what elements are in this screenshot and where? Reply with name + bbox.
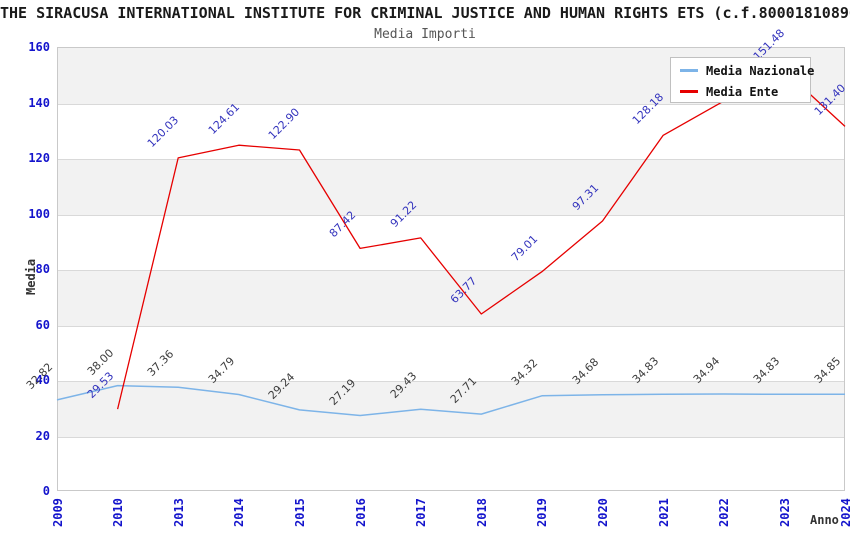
legend: Media Nazionale Media Ente — [670, 57, 814, 103]
legend-label: Media Ente — [706, 84, 779, 99]
x-axis-tick-label: 2019 — [535, 498, 550, 527]
x-axis-tick-label: 2024 — [838, 498, 850, 527]
gridline — [58, 270, 844, 271]
plot-band — [58, 159, 844, 215]
y-axis-tick-label: 160 — [28, 40, 50, 54]
x-axis-tick-label: 2014 — [232, 498, 247, 527]
x-axis-tick-label: 2017 — [414, 498, 429, 527]
x-axis-tick-label: 2022 — [717, 498, 732, 527]
chart-subtitle: Media Importi — [374, 27, 476, 42]
plot-area — [57, 47, 845, 491]
y-axis-tick-label: 140 — [28, 95, 50, 110]
y-axis-tick-label: 0 — [42, 484, 50, 498]
x-axis-tick-label: 2018 — [474, 498, 489, 527]
x-axis-tick-label: 2015 — [292, 498, 307, 527]
plot-band — [58, 270, 844, 326]
gridline — [58, 103, 844, 105]
data-point-label: 32.82 — [23, 360, 56, 392]
x-axis-tick-label: 2009 — [50, 498, 65, 527]
x-axis-title: Anno — [810, 513, 839, 527]
page-title: THE SIRACUSA INTERNATIONAL INSTITUTE FOR… — [0, 4, 850, 22]
y-axis-tick-label: 40 — [35, 373, 50, 387]
gridline — [58, 325, 844, 327]
gridline — [58, 436, 844, 438]
legend-swatch-media-nazionale-icon — [680, 69, 698, 72]
gridline — [58, 381, 844, 382]
legend-item-media-ente: Media Ente — [671, 81, 810, 102]
x-axis-tick-label: 2020 — [596, 498, 611, 527]
legend-label: Media Nazionale — [706, 63, 815, 78]
x-axis-tick-label: 2010 — [111, 498, 126, 527]
gridline — [58, 159, 844, 160]
y-axis-tick-label: 100 — [28, 206, 50, 221]
x-axis-tick-label: 2016 — [353, 498, 368, 527]
x-axis-tick-label: 2023 — [777, 498, 792, 527]
y-axis-tick-label: 20 — [35, 428, 50, 443]
gridline — [58, 214, 844, 216]
legend-swatch-media-ente-icon — [680, 90, 698, 93]
y-axis-tick-label: 120 — [28, 151, 50, 165]
legend-item-media-nazionale: Media Nazionale — [671, 60, 814, 81]
x-axis-tick-label: 2013 — [171, 498, 186, 527]
plot-band — [58, 381, 844, 437]
x-axis-tick-label: 2021 — [656, 498, 671, 527]
y-axis-tick-label: 60 — [35, 317, 50, 332]
y-axis-title: Media — [24, 258, 38, 295]
